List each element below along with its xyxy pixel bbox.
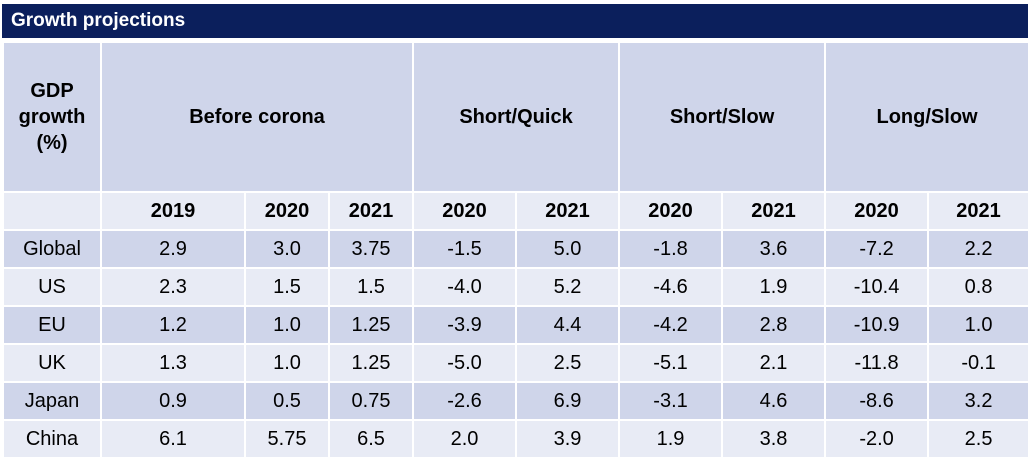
year-header: 2020 — [618, 191, 724, 231]
table-cell: 2.2 — [927, 229, 1031, 269]
table-row: US 2.3 1.5 1.5 -4.0 5.2 -4.6 1.9 -10.4 0.8 — [2, 267, 1031, 307]
table-cell: -2.6 — [412, 381, 518, 421]
table-cell: 4.4 — [515, 305, 621, 345]
table-row: China 6.1 5.75 6.5 2.0 3.9 1.9 3.8 -2.0 2.5 — [2, 419, 1031, 459]
year-header: 2020 — [824, 191, 930, 231]
year-header: 2021 — [721, 191, 827, 231]
row-label: Global — [2, 229, 102, 269]
year-header: 2020 — [412, 191, 518, 231]
table-cell: -5.1 — [618, 343, 724, 383]
table-cell: 3.2 — [927, 381, 1031, 421]
table-cell: 1.9 — [721, 267, 827, 307]
year-header: 2021 — [327, 191, 415, 231]
row-label: Japan — [2, 381, 102, 421]
group-header-row: GDP growth (%) Before corona Short/Quick… — [2, 41, 1031, 193]
table-cell: 1.0 — [244, 305, 330, 345]
table-cell: 1.3 — [100, 343, 246, 383]
year-header-blank — [2, 191, 102, 231]
group-header-long-slow: Long/Slow — [824, 41, 1031, 193]
corner-line: GDP — [30, 80, 74, 102]
corner-line: growth — [18, 106, 86, 128]
table-cell: 3.9 — [515, 419, 621, 459]
corner-line: (%) — [36, 132, 68, 154]
table-cell: 1.0 — [244, 343, 330, 383]
table-cell: 0.9 — [100, 381, 246, 421]
table-cell: -4.0 — [412, 267, 518, 307]
table-cell: 4.6 — [721, 381, 827, 421]
table-cell: 1.25 — [327, 343, 415, 383]
table-cell: 2.5 — [515, 343, 621, 383]
table-cell: 0.5 — [244, 381, 330, 421]
table-cell: -3.1 — [618, 381, 724, 421]
row-label: UK — [2, 343, 102, 383]
table-cell: -1.8 — [618, 229, 724, 269]
table-cell: -1.5 — [412, 229, 518, 269]
table-cell: 1.0 — [927, 305, 1031, 345]
table-cell: -10.9 — [824, 305, 930, 345]
group-header-before-corona: Before corona — [99, 41, 415, 193]
table-cell: 5.2 — [515, 267, 621, 307]
table-cell: 3.0 — [244, 229, 330, 269]
year-header: 2020 — [244, 191, 330, 231]
table-cell: -4.6 — [618, 267, 724, 307]
year-header: 2019 — [100, 191, 246, 231]
group-header-short-quick: Short/Quick — [412, 41, 621, 193]
table-body: Global 2.9 3.0 3.75 -1.5 5.0 -1.8 3.6 -7.2 2.2 US 2… — [2, 229, 1031, 459]
table-cell: 1.9 — [618, 419, 724, 459]
table-cell: 2.8 — [721, 305, 827, 345]
year-header: 2021 — [927, 191, 1031, 231]
corner-header: GDP growth (%) — [2, 41, 102, 193]
year-header: 2021 — [515, 191, 621, 231]
table-cell: -11.8 — [824, 343, 930, 383]
table-cell: 3.8 — [721, 419, 827, 459]
table-cell: 0.8 — [927, 267, 1031, 307]
table-cell: 6.1 — [100, 419, 246, 459]
table-cell: 2.5 — [927, 419, 1031, 459]
table-cell: 1.5 — [327, 267, 415, 307]
table-cell: 3.75 — [327, 229, 415, 269]
table-cell: -5.0 — [412, 343, 518, 383]
group-header-short-slow: Short/Slow — [618, 41, 827, 193]
table-cell: 3.6 — [721, 229, 827, 269]
table-cell: -3.9 — [412, 305, 518, 345]
table-cell: 2.3 — [100, 267, 246, 307]
table-cell: -2.0 — [824, 419, 930, 459]
table-row: UK 1.3 1.0 1.25 -5.0 2.5 -5.1 2.1 -11.8 -0.1 — [2, 343, 1031, 383]
row-label: EU — [2, 305, 102, 345]
table-cell: -7.2 — [824, 229, 930, 269]
row-label: US — [2, 267, 102, 307]
table-cell: -10.4 — [824, 267, 930, 307]
table-cell: 6.5 — [327, 419, 415, 459]
row-label: China — [2, 419, 102, 459]
table-cell: 2.0 — [412, 419, 518, 459]
table-row: Japan 0.9 0.5 0.75 -2.6 6.9 -3.1 4.6 -8.6 3.2 — [2, 381, 1031, 421]
table-cell: 0.75 — [327, 381, 415, 421]
table-row: Global 2.9 3.0 3.75 -1.5 5.0 -1.8 3.6 -7.2 2.2 — [2, 229, 1031, 269]
table-cell: 1.2 — [100, 305, 246, 345]
table-cell: 5.0 — [515, 229, 621, 269]
table-cell: 1.5 — [244, 267, 330, 307]
growth-table: GDP growth (%) Before corona Short/Quick… — [2, 41, 1031, 459]
table-cell: -4.2 — [618, 305, 724, 345]
table-cell: 5.75 — [244, 419, 330, 459]
table-cell: 1.25 — [327, 305, 415, 345]
table-cell: 6.9 — [515, 381, 621, 421]
table-cell: -0.1 — [927, 343, 1031, 383]
table-cell: 2.9 — [100, 229, 246, 269]
year-header-row: 2019 2020 2021 2020 2021 2020 2021 2020 … — [2, 191, 1031, 231]
table-cell: 2.1 — [721, 343, 827, 383]
table-title: Growth projections — [2, 4, 1028, 38]
table-row: EU 1.2 1.0 1.25 -3.9 4.4 -4.2 2.8 -10.9 1.0 — [2, 305, 1031, 345]
table-cell: -8.6 — [824, 381, 930, 421]
